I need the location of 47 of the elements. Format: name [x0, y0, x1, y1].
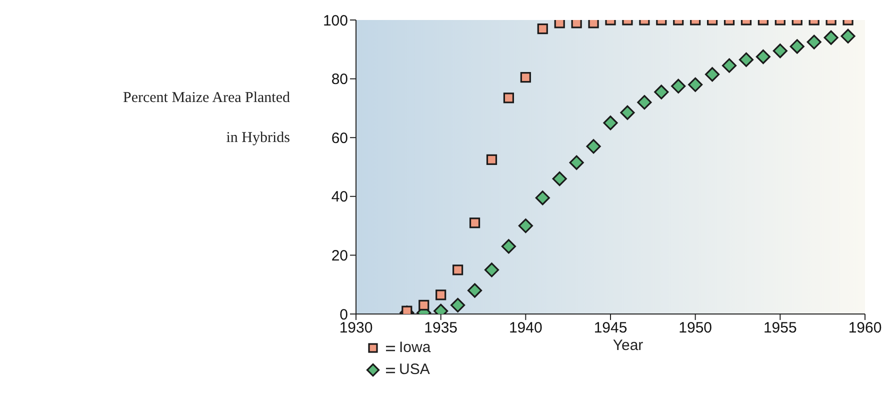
point	[790, 39, 804, 54]
point	[603, 116, 618, 130]
point	[588, 20, 599, 28]
point	[436, 290, 446, 300]
x-tick-label: 1945	[594, 320, 628, 337]
point	[688, 77, 703, 92]
x-tick-label: 1960	[848, 320, 882, 337]
point	[586, 139, 601, 154]
point	[552, 171, 567, 186]
point	[772, 44, 788, 58]
point	[486, 154, 498, 165]
legend-label: USA	[399, 360, 430, 380]
y-tick-label: 20	[331, 248, 348, 265]
point	[571, 20, 582, 28]
point	[501, 239, 516, 254]
y-tick-label: 80	[331, 71, 348, 88]
point	[537, 24, 548, 34]
point	[518, 218, 533, 234]
point	[654, 84, 669, 100]
point	[554, 20, 565, 28]
y-tick-label: 60	[331, 130, 348, 147]
x-tick-label: 1935	[424, 320, 458, 337]
point	[520, 72, 531, 83]
point	[450, 298, 466, 312]
point	[620, 105, 635, 120]
x-tick-label: 1955	[763, 320, 797, 337]
y-tick-label: 40	[331, 188, 348, 206]
point	[467, 283, 482, 298]
x-axis-title: Year	[612, 337, 644, 354]
legend-label: Iowa	[399, 338, 431, 358]
point	[452, 264, 464, 276]
point	[722, 58, 737, 73]
point	[484, 262, 500, 278]
point	[402, 306, 412, 314]
point	[637, 95, 652, 110]
x-tick-label: 1950	[678, 320, 712, 337]
point	[671, 78, 686, 94]
point	[503, 92, 514, 104]
x-tick-label: 1940	[508, 320, 542, 337]
point	[756, 49, 770, 64]
point	[705, 67, 720, 82]
point	[569, 155, 584, 170]
text: Percent Maize Area Planted in Hybrids	[122, 90, 290, 146]
point	[535, 190, 550, 206]
point	[469, 218, 480, 228]
point	[418, 300, 430, 310]
y-tick-label: 100	[322, 12, 348, 30]
